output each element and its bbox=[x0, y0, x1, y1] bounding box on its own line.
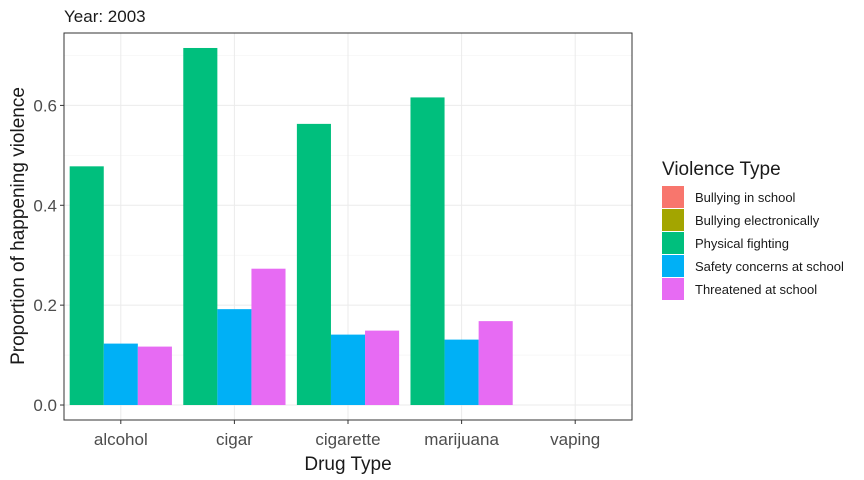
y-axis-label: Proportion of happening violence bbox=[8, 87, 29, 365]
x-tick-label: cigar bbox=[216, 430, 253, 449]
x-tick-label: marijuana bbox=[424, 430, 499, 449]
legend-label: Bullying electronically bbox=[695, 213, 820, 228]
bar bbox=[103, 343, 138, 406]
bar bbox=[296, 123, 331, 406]
legend-label: Bullying in school bbox=[695, 190, 796, 205]
y-tick-label: 0.4 bbox=[33, 196, 57, 215]
bar bbox=[251, 268, 286, 406]
bar bbox=[410, 97, 445, 406]
bar bbox=[69, 166, 104, 406]
y-tick-label: 0.2 bbox=[33, 296, 57, 315]
bar bbox=[217, 309, 252, 406]
legend-key bbox=[662, 278, 684, 300]
x-axis-label: Drug Type bbox=[304, 454, 391, 475]
bar bbox=[444, 339, 479, 406]
x-tick-label: cigarette bbox=[315, 430, 380, 449]
x-axis: alcohol cigar cigarette marijuana vaping bbox=[93, 420, 601, 450]
legend-key bbox=[662, 186, 684, 208]
legend-label: Threatened at school bbox=[695, 282, 817, 297]
y-axis: 0.0 0.2 0.4 0.6 bbox=[33, 96, 64, 416]
bars bbox=[69, 47, 513, 406]
legend-key bbox=[662, 255, 684, 277]
y-tick-label: 0.6 bbox=[33, 96, 57, 115]
legend-key bbox=[662, 209, 684, 231]
y-tick-label: 0.0 bbox=[33, 396, 57, 415]
bar bbox=[183, 47, 218, 406]
legend-label: Physical fighting bbox=[695, 236, 789, 251]
bar bbox=[478, 321, 513, 406]
chart-title: Year: 2003 bbox=[64, 7, 146, 26]
legend-items: Bullying in school Bullying electronicall… bbox=[662, 186, 845, 300]
x-tick-label: alcohol bbox=[94, 430, 148, 449]
bar bbox=[365, 330, 400, 406]
bar bbox=[330, 334, 366, 406]
legend-key bbox=[662, 232, 684, 254]
legend-title: Violence Type bbox=[662, 159, 781, 180]
x-tick-label: vaping bbox=[550, 430, 600, 449]
legend-label: Safety concerns at school bbox=[695, 259, 844, 274]
legend: Violence Type Bullying in schoolBullying… bbox=[661, 158, 845, 300]
bar bbox=[137, 346, 172, 406]
